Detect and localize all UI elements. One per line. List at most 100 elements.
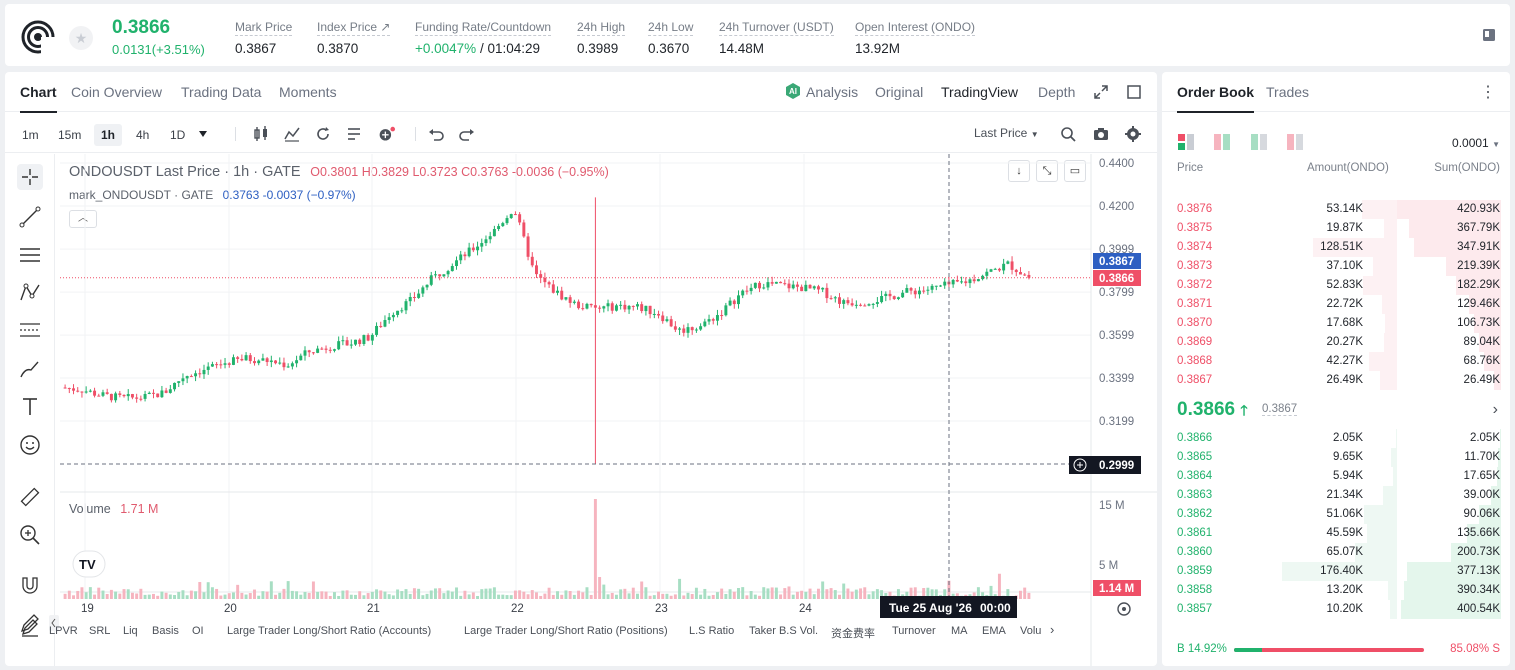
indicator-oi[interactable]: OI [192, 625, 204, 637]
collapse-toolbar-icon[interactable] [49, 615, 59, 631]
window-icon[interactable] [1127, 85, 1141, 99]
precision-select[interactable]: 0.0001 ▼ [1452, 136, 1500, 150]
magnet-tool-icon[interactable] [17, 572, 43, 598]
indicator-funding-rate[interactable]: 资金费率 [831, 628, 875, 640]
pattern-tool-icon[interactable] [17, 280, 43, 306]
bid-row[interactable]: 0.3859 176.40K 377.13K [1162, 562, 1510, 581]
timeframe-1h[interactable]: 1h [94, 124, 123, 146]
indicator-ls-ratio[interactable]: L.S Ratio [689, 625, 735, 637]
view-tradingview[interactable]: TradingView [941, 84, 1019, 100]
crosshair-tool-icon[interactable] [17, 164, 43, 190]
favorite-star-icon[interactable]: ★ [69, 26, 93, 50]
alert-list-icon[interactable] [346, 125, 364, 143]
bid-row[interactable]: 0.3857 10.20K 400.54K [1162, 600, 1510, 619]
tab-order-book[interactable]: Order Book [1177, 84, 1255, 113]
indicator-ma[interactable]: MA [951, 625, 968, 637]
view-original[interactable]: Original [875, 84, 924, 100]
view-depth[interactable]: Depth [1038, 84, 1076, 100]
tab-chart[interactable]: Chart [20, 84, 57, 113]
bid-row[interactable]: 0.3860 65.07K 200.73K [1162, 543, 1510, 562]
ruler-tool-icon[interactable] [17, 484, 43, 510]
zoom-in-tool-icon[interactable] [17, 522, 43, 548]
timeframe-1d[interactable]: 1D [170, 128, 186, 142]
stat-index-price[interactable]: Index Price ↗ 0.3870 [317, 20, 391, 56]
chevron-right-icon[interactable]: › [1492, 401, 1498, 418]
price-source-select[interactable]: Last Price ▼ [974, 126, 1039, 140]
collapse-legend-button[interactable]: ︿ [69, 210, 97, 228]
bid-row[interactable]: 0.3865 9.65K 11.70K [1162, 448, 1510, 467]
tab-trading-data[interactable]: Trading Data [181, 84, 262, 100]
brush-tool-icon[interactable] [17, 356, 43, 382]
bid-row[interactable]: 0.3866 2.05K 2.05K [1162, 429, 1510, 448]
replay-icon[interactable] [314, 125, 332, 143]
indicator-srl[interactable]: SRL [89, 625, 111, 637]
fib-tool-icon[interactable] [17, 318, 43, 344]
indicator-liq[interactable]: Liq [123, 625, 138, 637]
undo-icon[interactable] [427, 125, 445, 143]
ask-row[interactable]: 0.3869 20.27K 89.04K [1162, 333, 1510, 352]
candle-type-icon[interactable] [252, 125, 270, 143]
candle-body [1002, 263, 1006, 271]
ask-row[interactable]: 0.3876 53.14K 420.93K [1162, 200, 1510, 219]
volume-bar [446, 590, 450, 599]
more-options-icon[interactable]: ⋮ [1480, 84, 1496, 101]
candle-body [644, 305, 648, 312]
bid-amount: 2.05K [1332, 432, 1363, 444]
indicator-turnover[interactable]: Turnover [892, 625, 936, 637]
bid-row[interactable]: 0.3862 51.06K 90.06K [1162, 505, 1510, 524]
scroll-down-button[interactable]: ↓ [1008, 160, 1030, 182]
indicator-ls-positions[interactable]: Large Trader Long/Short Ratio (Positions… [464, 625, 668, 637]
ai-analysis-icon[interactable]: AI [785, 83, 801, 99]
exchange-logo-icon[interactable] [21, 20, 55, 54]
bid-row[interactable]: 0.3863 21.34K 39.00K [1162, 486, 1510, 505]
volume-bar [518, 590, 522, 599]
candlestick-chart[interactable]: 0.4400 0.4200 0.3999 0.3799 0.3599 0.339… [5, 72, 1157, 666]
redo-icon[interactable] [458, 125, 476, 143]
timeframe-dropdown-icon[interactable] [198, 130, 208, 138]
settings-gear-icon[interactable] [1124, 125, 1142, 143]
timeframe-1m[interactable]: 1m [22, 128, 39, 142]
bid-row[interactable]: 0.3858 13.20K 390.34K [1162, 581, 1510, 600]
bid-row[interactable]: 0.3861 45.59K 135.66K [1162, 524, 1510, 543]
tab-coin-overview[interactable]: Coin Overview [71, 84, 163, 100]
book-icon[interactable] [1482, 28, 1496, 42]
trend-line-tool-icon[interactable] [17, 204, 43, 230]
candle-body [425, 284, 429, 288]
indicator-lpvr[interactable]: LPVR [49, 625, 78, 637]
indicator-ls-accounts[interactable]: Large Trader Long/Short Ratio (Accounts) [227, 625, 432, 637]
ask-row[interactable]: 0.3870 17.68K 106.73K [1162, 314, 1510, 333]
trash-draw-icon[interactable] [19, 616, 41, 638]
camera-icon[interactable] [1092, 125, 1110, 143]
fit-button[interactable]: ⤡ [1036, 160, 1058, 182]
bid-row[interactable]: 0.3864 5.94K 17.65K [1162, 467, 1510, 486]
candle-body [143, 394, 147, 399]
ask-row[interactable]: 0.3868 42.27K 68.76K [1162, 352, 1510, 371]
fullscreen-chart-button[interactable]: ▭ [1064, 160, 1086, 182]
ask-row[interactable]: 0.3871 22.72K 129.46K [1162, 295, 1510, 314]
ask-row[interactable]: 0.3875 19.87K 367.79K [1162, 219, 1510, 238]
bid-amount-bar [1391, 448, 1397, 467]
ask-row[interactable]: 0.3872 52.83K 182.29K [1162, 276, 1510, 295]
search-icon[interactable] [1059, 125, 1077, 143]
view-analysis[interactable]: Analysis [806, 84, 859, 100]
chevron-right-icon[interactable]: › [1050, 622, 1055, 637]
add-indicator-icon[interactable] [378, 125, 396, 143]
expand-icon[interactable] [1094, 85, 1108, 99]
indicator-basis[interactable]: Basis [152, 625, 179, 637]
timeframe-15m[interactable]: 15m [58, 128, 82, 142]
timeframe-4h[interactable]: 4h [136, 128, 150, 142]
tab-moments[interactable]: Moments [279, 84, 337, 100]
ask-row[interactable]: 0.3874 128.51K 347.91K [1162, 238, 1510, 257]
indicator-volume[interactable]: Volu [1020, 625, 1042, 637]
tab-trades[interactable]: Trades [1266, 84, 1310, 100]
emoji-tool-icon[interactable] [17, 432, 43, 458]
pencil-lock-tool-icon[interactable] [17, 610, 43, 636]
indicator-ema[interactable]: EMA [982, 625, 1006, 637]
indicator-taker-vol[interactable]: Taker B.S Vol. [749, 625, 819, 637]
text-tool-icon[interactable] [17, 394, 43, 420]
book-layout-toggle[interactable] [1178, 134, 1318, 150]
horizontal-lines-tool-icon[interactable] [17, 242, 43, 268]
ask-row[interactable]: 0.3873 37.10K 219.39K [1162, 257, 1510, 276]
ask-row[interactable]: 0.3867 26.49K 26.49K [1162, 371, 1510, 390]
indicators-icon[interactable] [283, 125, 301, 143]
